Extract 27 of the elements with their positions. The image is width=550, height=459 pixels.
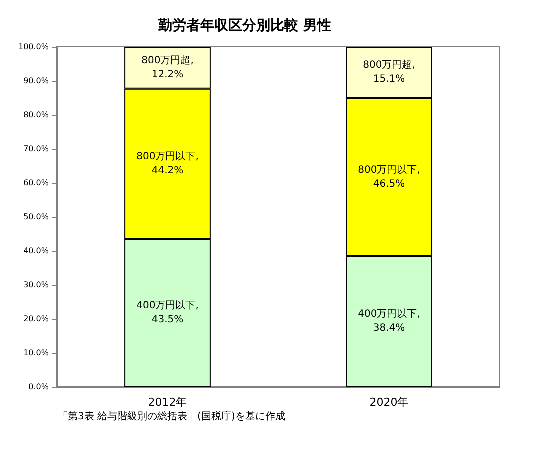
text: 800万円超, [363,60,416,72]
data-label: 38.4% [373,323,406,334]
y-tick-label: 40.0% [24,246,50,256]
data-label: 46.5% [373,178,406,190]
chart-title: 勤労者年収区分別比較 男性 [158,18,332,34]
data-label: 44.2% [152,165,184,176]
text: 400万円以下, [136,300,199,312]
y-tick-label: 90.0% [24,76,50,86]
y-tick-label: 100.0% [18,42,50,52]
y-tick-label: 60.0% [24,178,50,188]
y-tick-label: 0.0% [28,382,50,392]
y-tick-label: 50.0% [24,212,50,222]
y-tick-label: 20.0% [24,314,50,324]
series-label: 800万円以下, [358,164,420,176]
x-tick-label: 2012年 [148,396,188,409]
data-label: 43.5% [152,314,184,326]
y-tick-label: 80.0% [24,110,50,120]
y-tick-label: 10.0% [24,348,50,358]
x-tick-label: 2020年 [370,396,409,409]
text: 800万円以下, [136,151,199,162]
series-label: 400万円以下, [358,308,420,320]
y-tick-label: 30.0% [24,280,50,290]
data-label: 12.2% [152,70,184,81]
y-tick-label: 70.0% [24,144,50,154]
series-label: 800万円超, [142,54,194,67]
text: 「第3表 給与階級別の総括表」(国税庁)を基に作成 [58,410,286,422]
data-label: 15.1% [373,74,406,86]
